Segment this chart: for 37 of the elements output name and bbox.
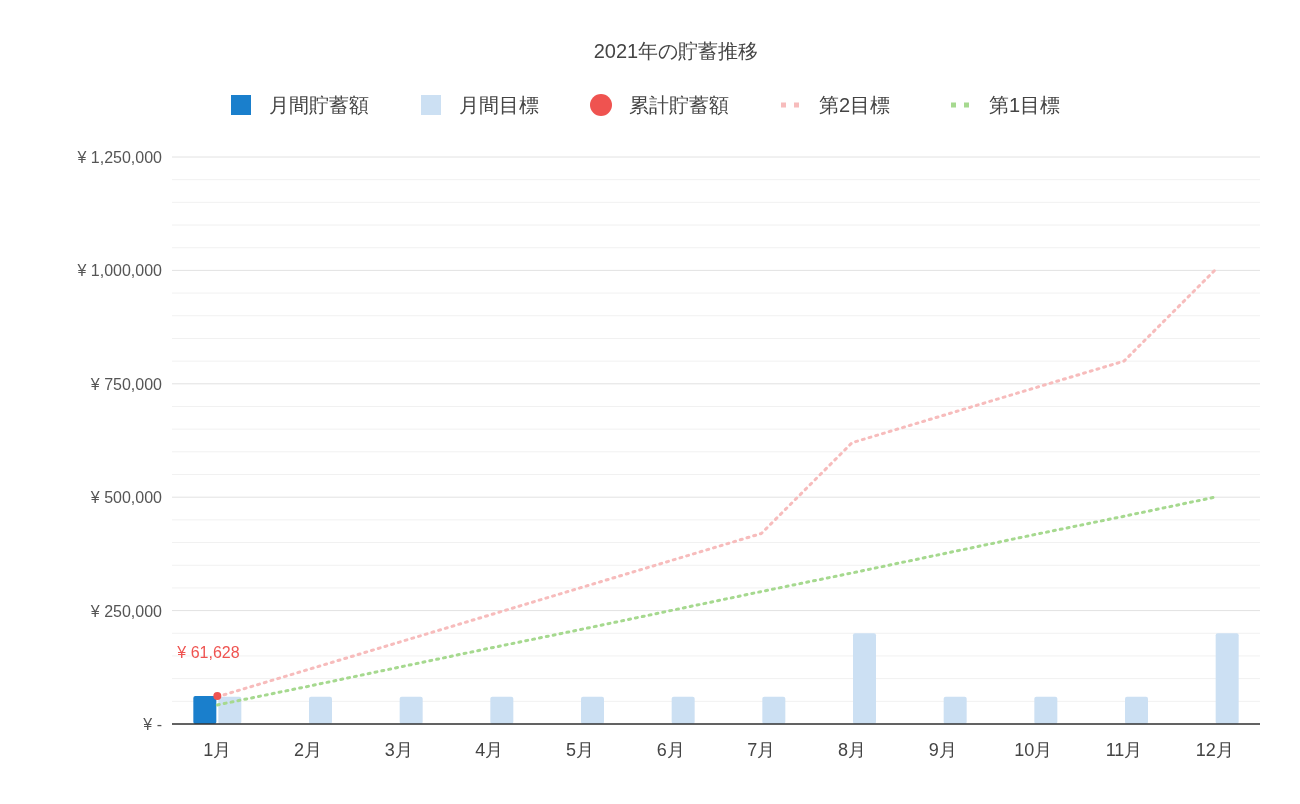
bar (943, 696, 967, 724)
y-tick-label: ¥ 1,250,000 (76, 149, 163, 166)
x-tick-label: 6月 (656, 740, 685, 760)
x-tick-label: 2月 (293, 740, 323, 760)
x-tick-label: 8月 (837, 740, 867, 760)
bar (490, 696, 514, 724)
bar (581, 696, 604, 724)
y-tick-label: ¥ - (142, 716, 162, 733)
x-tick-label: 4月 (475, 740, 504, 760)
legend-label: 累計貯蓄額 (629, 94, 729, 116)
y-tick-label: ¥ 500,000 (89, 489, 163, 507)
bar (399, 696, 423, 724)
chart-title: 2021年の貯蓄推移 (593, 40, 759, 62)
legend-label: 第2目標 (819, 94, 891, 116)
y-tick-label: ¥ 250,000 (89, 602, 163, 620)
legend-label: 第1目標 (989, 94, 1061, 116)
bar (193, 696, 217, 724)
x-tick-label: 9月 (928, 740, 957, 760)
legend-label: 月間目標 (459, 94, 539, 116)
legend-label: 月間貯蓄額 (269, 94, 369, 116)
x-tick-label: 3月 (384, 740, 413, 760)
bar (309, 696, 332, 724)
bar (853, 633, 876, 724)
data-label: ¥ 61,628 (176, 644, 240, 662)
x-tick-label: 7月 (747, 740, 776, 760)
bar (1125, 696, 1148, 724)
bar (762, 696, 786, 724)
y-tick-label: ¥ 750,000 (89, 375, 163, 393)
x-tick-label: 11月 (1105, 740, 1143, 760)
x-tick-label: 10月 (1014, 740, 1053, 760)
bar (671, 696, 695, 724)
bar (1215, 633, 1239, 724)
bar (1034, 696, 1058, 724)
y-tick-label: ¥ 1,000,000 (76, 262, 163, 280)
x-tick-label: 5月 (565, 740, 595, 760)
x-tick-label: 12月 (1195, 740, 1234, 760)
x-tick-label: 1月 (203, 740, 232, 760)
